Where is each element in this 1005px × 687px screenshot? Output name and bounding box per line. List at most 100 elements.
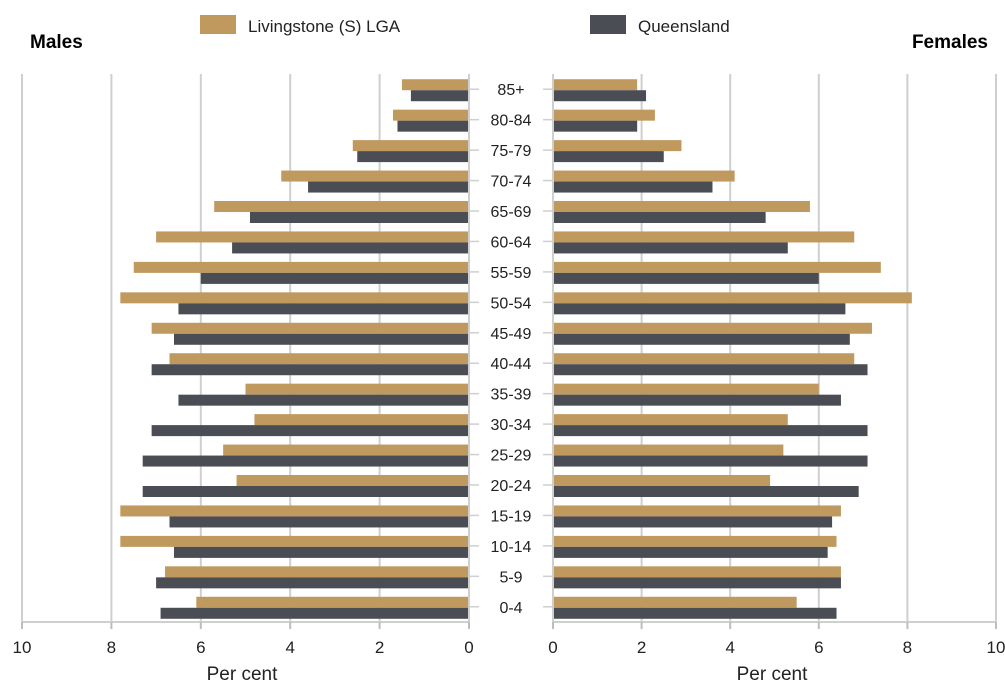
bar-males-livingstone [214,201,469,212]
gridlines [21,74,997,622]
x-tick-label-left: 6 [196,638,205,657]
bar-males-queensland [142,455,469,467]
bar-males-livingstone [223,444,469,456]
x-tick-label-right: 8 [903,638,912,657]
bar-males-livingstone [156,231,469,243]
age-group-label: 70-74 [491,174,532,191]
bar-females-livingstone [553,383,819,395]
bar-males-queensland [151,425,469,437]
bar-males-queensland [156,577,469,589]
bar-females-queensland [553,333,850,345]
bar-females-livingstone [553,414,788,426]
legend-label-queensland: Queensland [638,17,730,36]
bar-females-livingstone [553,292,912,304]
bar-males-queensland [178,303,469,315]
age-group-label: 60-64 [491,234,532,251]
labels-group: 85+80-8475-7970-7465-6960-6455-5950-5445… [13,82,1005,657]
bar-females-queensland [553,425,868,437]
bar-females-queensland [553,151,664,163]
bar-females-livingstone [553,322,872,334]
age-group-label: 85+ [497,82,524,99]
bar-females-queensland [553,90,647,102]
bar-females-queensland [553,364,868,376]
legend-swatch-queensland [590,15,626,34]
age-group-label: 50-54 [491,295,532,312]
bar-males-queensland [308,181,469,193]
bar-females-queensland [553,181,713,193]
bar-females-queensland [553,546,828,558]
bar-females-livingstone [553,79,638,91]
bar-males-queensland [249,212,469,223]
bar-males-livingstone [281,170,469,182]
age-group-label: 65-69 [491,204,532,221]
bar-males-livingstone [169,353,469,365]
x-axis-title-right: Per cent [737,664,808,682]
age-group-label: 75-79 [491,143,532,160]
age-group-label: 35-39 [491,387,532,404]
age-group-label: 30-34 [491,417,532,434]
bar-males-livingstone [120,535,469,547]
x-tick-label-right: 2 [637,638,646,657]
x-tick-label-left: 2 [375,638,384,657]
bar-females-queensland [553,394,841,406]
bars-group [120,79,912,619]
age-group-label: 25-29 [491,448,532,465]
x-tick-label-right: 0 [548,638,557,657]
bar-males-queensland [357,151,469,163]
bar-males-livingstone [133,261,469,273]
bar-females-queensland [553,516,833,528]
age-group-label: 55-59 [491,265,532,282]
bar-females-queensland [553,486,859,497]
bar-females-queensland [553,120,638,132]
x-tick-label-left: 8 [107,638,116,657]
age-group-label: 20-24 [491,478,532,495]
bar-males-livingstone [393,109,469,121]
bar-females-livingstone [553,170,735,182]
bar-females-queensland [553,242,788,254]
females-title: Females [912,32,988,53]
bar-females-queensland [553,607,837,619]
bar-males-livingstone [254,414,469,426]
age-group-label: 80-84 [491,113,532,130]
x-tick-label-right: 4 [725,638,734,657]
bar-females-livingstone [553,596,797,608]
bar-females-queensland [553,577,841,589]
bar-females-queensland [553,303,846,315]
x-axis-title-left: Per cent [207,664,278,682]
x-tick-label-left: 4 [285,638,294,657]
bar-males-livingstone [165,566,470,578]
bar-females-queensland [553,212,766,223]
age-group-label: 5-9 [499,569,522,586]
bar-females-livingstone [553,353,855,365]
bar-males-queensland [232,242,469,254]
bar-males-queensland [169,516,469,528]
age-group-label: 10-14 [491,539,532,556]
bar-males-queensland [173,333,470,345]
axes-group [21,74,997,629]
age-group-label: 45-49 [491,326,532,343]
bar-males-queensland [200,272,470,284]
bar-males-queensland [178,394,469,406]
age-group-label: 40-44 [491,356,532,373]
bar-males-livingstone [196,596,469,608]
bar-females-livingstone [553,535,837,547]
bar-males-livingstone [401,79,469,91]
age-group-label: 15-19 [491,508,532,525]
bar-males-queensland [142,486,469,497]
bar-females-livingstone [553,475,771,486]
age-group-label: 0-4 [499,600,522,617]
bar-males-queensland [410,90,469,102]
bar-females-livingstone [553,109,655,121]
bar-males-livingstone [120,292,469,304]
x-tick-label-left: 0 [464,638,473,657]
x-tick-label-right: 6 [814,638,823,657]
legend-label-livingstone: Livingstone (S) LGA [248,17,401,36]
bar-females-livingstone [553,505,841,517]
males-title: Males [30,32,83,53]
x-tick-label-left: 10 [13,638,32,657]
bar-males-livingstone [151,322,469,334]
bar-females-livingstone [553,444,784,456]
bar-males-queensland [151,364,469,376]
